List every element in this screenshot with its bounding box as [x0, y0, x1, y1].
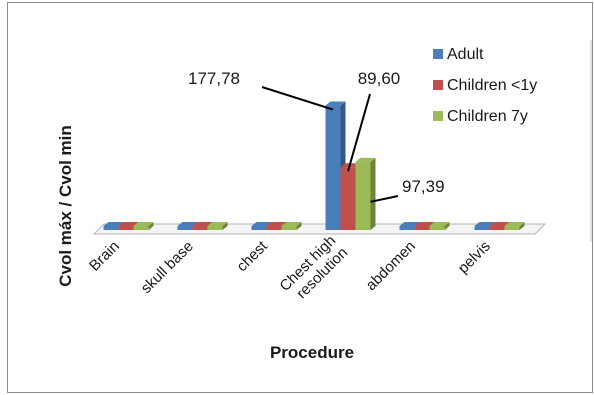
legend-swatch	[433, 111, 443, 121]
bar-group	[103, 101, 525, 230]
leader-line-children-7y	[370, 195, 399, 203]
legend-label: Adult	[447, 46, 484, 63]
legend-label: Children <1y	[447, 77, 537, 94]
data-label-adult: 177,78	[188, 69, 240, 88]
legend-swatch	[433, 49, 443, 59]
legend-label: Children 7y	[447, 108, 528, 125]
bar-chest-children-7y	[281, 222, 302, 230]
bar-pelvis-children-7y	[504, 222, 525, 230]
bar-brain-children-7y	[133, 222, 154, 230]
data-labels: 177,78 89,60 97,39	[188, 69, 445, 196]
tick-label-pelvis: pelvis	[455, 238, 494, 277]
legend: Adult Children <1y Children 7y	[433, 46, 537, 125]
bar-chest-high-resolution-children-7y	[355, 157, 376, 230]
bar-abdomen-children-7y	[429, 222, 450, 230]
legend-item-children-1y: Children <1y	[433, 77, 537, 94]
legend-item-children-7y: Children 7y	[433, 108, 528, 125]
data-label-children-7y: 97,39	[402, 177, 445, 196]
legend-swatch	[433, 80, 443, 90]
tick-label-skull-base: skull base	[138, 238, 197, 297]
bar-skull-base-children-7y	[207, 222, 228, 230]
data-label-children-1y: 89,60	[358, 69, 401, 88]
legend-item-adult: Adult	[433, 46, 484, 63]
y-axis-title: Cvol máx / Cvol min	[56, 125, 75, 287]
leader-line-children-1y	[347, 93, 371, 172]
tick-label-brain: Brain	[86, 238, 123, 275]
tick-label-abdomen: abdomen	[363, 238, 419, 294]
category-tick-labels: Brain skull base chest Chest highresolution…	[86, 232, 494, 307]
tick-label-chest: chest	[233, 237, 271, 275]
leader-lines	[261, 86, 399, 203]
x-axis-title: Procedure	[270, 343, 354, 362]
tick-label-chest-high-resolution: Chest highresolution	[276, 232, 351, 307]
leader-line-adult	[261, 86, 334, 111]
chart-frame	[7, 2, 593, 393]
